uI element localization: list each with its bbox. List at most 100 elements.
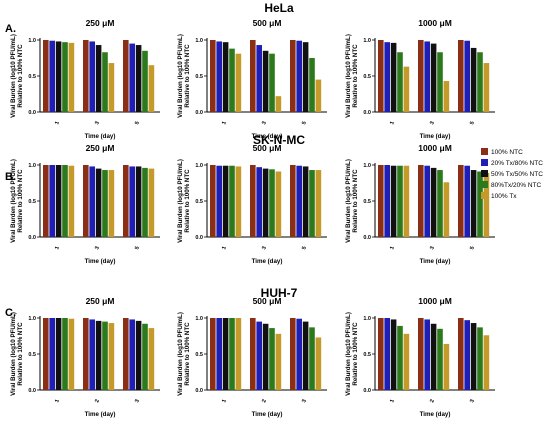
bar xyxy=(210,165,216,237)
subplot: 500 μM Viral Burden (log10 PFU/mL)Relativ… xyxy=(177,143,327,265)
bar xyxy=(102,52,108,112)
x-tick-label: 5 xyxy=(134,246,141,251)
bar xyxy=(315,79,322,112)
x-tick-label: 3 xyxy=(469,399,476,404)
x-axis-title: Time (day) xyxy=(420,411,451,418)
y-axis-title: Viral Burden (log10 PFU/mL)Relative to 1… xyxy=(177,34,191,118)
bar xyxy=(384,42,390,112)
bar xyxy=(123,165,129,237)
y-tick-label: 1.0 xyxy=(363,38,371,44)
bar xyxy=(296,165,302,237)
bar xyxy=(142,323,148,390)
bar xyxy=(290,318,296,390)
bar xyxy=(229,48,235,112)
bar xyxy=(262,50,269,112)
bar xyxy=(443,81,450,112)
bar xyxy=(443,343,450,390)
x-tick-label: 1 xyxy=(221,399,228,404)
bar xyxy=(129,43,135,112)
bar xyxy=(256,45,262,112)
bar xyxy=(222,318,229,390)
y-axis-title: Viral Burden (log10 PFU/mL)Relative to 1… xyxy=(345,34,359,118)
bar xyxy=(108,170,115,237)
bar xyxy=(229,318,235,390)
bar xyxy=(470,170,477,237)
row-sk-n-mc: SK-N-MC B. 250 μM Viral Burden (log10 PFU/m… xyxy=(5,133,495,265)
bar xyxy=(256,167,262,237)
bar xyxy=(49,165,55,237)
bar xyxy=(269,53,275,112)
x-tick-label: 5 xyxy=(469,246,476,251)
bar xyxy=(397,325,403,390)
y-tick-label: 1.0 xyxy=(28,316,36,322)
y-tick-label: 0.0 xyxy=(28,235,36,241)
bar xyxy=(390,319,397,390)
bar xyxy=(424,319,430,390)
x-tick-label: 3 xyxy=(301,399,308,404)
bar xyxy=(102,321,108,390)
bar xyxy=(464,165,470,237)
bar xyxy=(148,65,155,112)
x-tick-label: 5 xyxy=(469,121,476,126)
bar xyxy=(424,41,430,112)
bar xyxy=(235,53,242,112)
subplot: 250 μM Viral Burden (log10 PFU/mL)Relativ… xyxy=(10,18,160,140)
bar xyxy=(477,52,483,112)
legend-label: 20% Tx/80% NTC xyxy=(491,160,543,167)
y-axis-title: Viral Burden (log10 PFU/mL)Relative to 1… xyxy=(345,312,359,396)
bar xyxy=(210,40,216,112)
bar xyxy=(83,40,89,112)
bar xyxy=(397,165,403,237)
y-tick-label: 0.5 xyxy=(28,74,36,80)
bar xyxy=(55,318,62,390)
bar xyxy=(262,168,269,237)
bar xyxy=(222,165,229,237)
bar xyxy=(378,318,384,390)
concentration-label: 250 μM xyxy=(86,18,115,28)
y-tick-label: 0.0 xyxy=(363,110,371,116)
bar xyxy=(437,328,443,390)
y-tick-label: 0.5 xyxy=(363,74,371,80)
bar xyxy=(108,63,115,112)
x-tick-label: 1 xyxy=(389,121,396,126)
bar xyxy=(483,335,490,390)
bar xyxy=(458,40,464,112)
legend-swatch xyxy=(481,170,488,177)
y-axis-title: Viral Burden (log10 PFU/mL)Relative to 1… xyxy=(177,159,191,243)
bar xyxy=(142,50,148,112)
x-tick-label: 1 xyxy=(54,246,61,251)
bar xyxy=(148,168,155,237)
bar xyxy=(403,165,410,237)
x-axis-title: Time (day) xyxy=(85,258,116,265)
bar xyxy=(397,52,403,112)
bar xyxy=(222,42,229,112)
cell-line-title: SK-N-MC xyxy=(253,133,305,147)
bar xyxy=(55,165,62,237)
bar xyxy=(68,165,75,237)
bar xyxy=(418,318,424,390)
y-tick-label: 0.5 xyxy=(363,352,371,358)
bar xyxy=(68,318,75,390)
x-axis-title: Time (day) xyxy=(420,133,451,140)
bar xyxy=(123,318,129,390)
subplot: 500 μM Viral Burden (log10 PFU/mL)Relativ… xyxy=(177,296,327,418)
bar xyxy=(296,318,302,390)
bar xyxy=(135,320,142,390)
bar xyxy=(89,166,95,237)
bar xyxy=(470,323,477,390)
x-axis-title: Time (day) xyxy=(252,133,283,140)
y-axis-title: Viral Burden (log10 PFU/mL)Relative to 1… xyxy=(10,312,24,396)
x-tick-label: 1 xyxy=(389,399,396,404)
y-tick-label: 0.5 xyxy=(28,199,36,205)
bar xyxy=(43,40,49,112)
y-tick-label: 0.5 xyxy=(363,199,371,205)
bar xyxy=(464,40,470,112)
x-axis-title: Time (day) xyxy=(420,258,451,265)
x-axis-title: Time (day) xyxy=(85,411,116,418)
concentration-label: 500 μM xyxy=(253,143,282,153)
y-axis-title: Viral Burden (log10 PFU/mL)Relative to 1… xyxy=(177,312,191,396)
bar xyxy=(477,171,483,237)
bar xyxy=(378,165,384,237)
subplot: 250 μM Viral Burden (log10 PFU/mL)Relativ… xyxy=(10,143,160,265)
x-tick-label: 3 xyxy=(94,121,101,126)
